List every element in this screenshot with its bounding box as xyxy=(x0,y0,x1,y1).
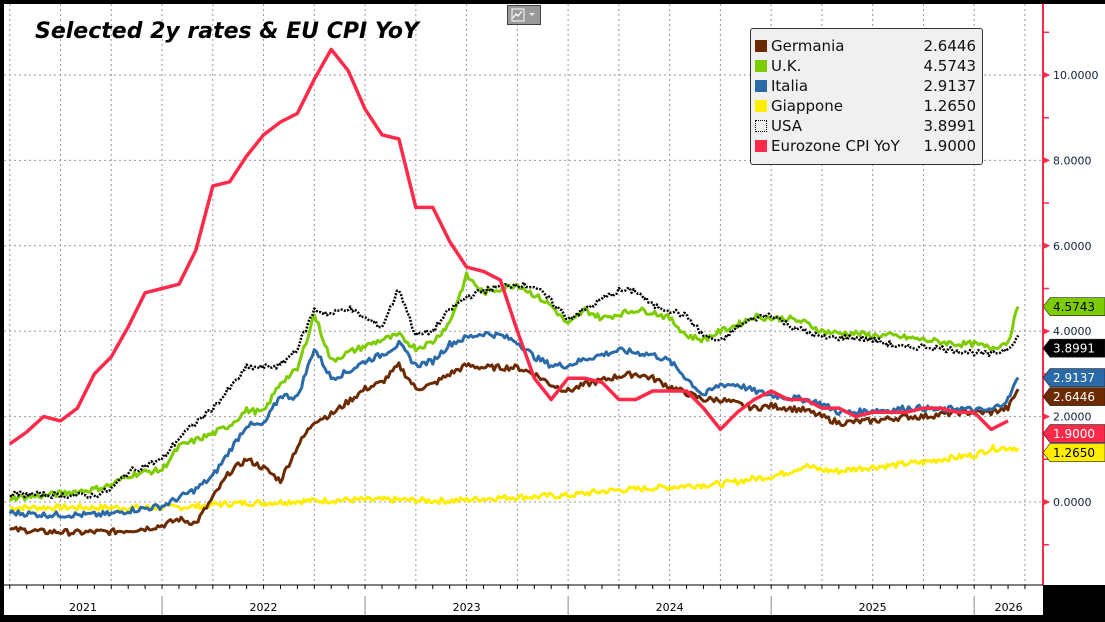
y-tick-label: 2.0000 xyxy=(1053,411,1092,424)
legend-value: 2.6446 xyxy=(923,37,977,55)
y-tick-label: 0.0000 xyxy=(1053,496,1092,509)
series-lines xyxy=(8,47,1020,537)
x-tick-label: 2023 xyxy=(453,601,481,614)
x-axis: 2021 2022 2023 2024 2025 2026 xyxy=(0,584,1105,622)
series-line-giappone xyxy=(9,444,1020,512)
value-tag: 4.5743 xyxy=(1042,297,1105,316)
legend-label: Germania xyxy=(771,37,845,55)
y-tick-label: 10.0000 xyxy=(1053,69,1099,82)
chart-title: Selected 2y rates & EU CPI YoY xyxy=(35,19,421,44)
legend-entry[interactable]: Italia 2.9137 xyxy=(755,76,976,96)
value-tags: 4.5743 3.8991 2.9137 2.6446 1.9000 1.2650 xyxy=(1042,297,1105,462)
x-tick-label: 2021 xyxy=(69,601,97,614)
value-tag: 3.8991 xyxy=(1042,338,1105,358)
y-tick-arrow xyxy=(1044,242,1050,249)
value-tag-shape xyxy=(1042,387,1105,406)
legend-swatch xyxy=(755,120,767,132)
value-tag-shape xyxy=(1042,443,1105,462)
y-tick-label: 8.0000 xyxy=(1053,154,1092,167)
value-tag-shape xyxy=(1042,297,1105,316)
legend: Germania 2.6446 U.K. 4.5743 Italia 2.9137 Giap… xyxy=(750,28,983,165)
legend-label: U.K. xyxy=(771,57,802,75)
series-line-germania xyxy=(9,361,1020,537)
legend-value: 4.5743 xyxy=(923,57,977,75)
value-tag-label: 1.2650 xyxy=(1053,446,1095,460)
line-chart-icon xyxy=(511,8,535,22)
y-tick-label: 6.0000 xyxy=(1053,240,1092,253)
legend-entry[interactable]: U.K. 4.5743 xyxy=(755,56,976,76)
legend-value: 3.8991 xyxy=(923,117,977,135)
x-tick-label: 2025 xyxy=(859,601,887,614)
x-tick-label: 2024 xyxy=(656,601,684,614)
legend-entry[interactable]: Germania 2.6446 xyxy=(755,36,976,56)
value-tag-shape xyxy=(1042,424,1105,443)
y-tick-label: 4.0000 xyxy=(1053,325,1092,338)
legend-label: Giappone xyxy=(771,97,843,115)
value-tag: 2.6446 xyxy=(1042,387,1105,406)
legend-swatch xyxy=(755,40,767,52)
value-tag-label: 3.8991 xyxy=(1053,342,1095,356)
value-tag-shape xyxy=(1042,368,1105,387)
legend-entry[interactable]: Eurozone CPI YoY 1.9000 xyxy=(755,136,976,156)
bottom-border xyxy=(0,615,1105,622)
value-tag-label: 1.9000 xyxy=(1053,427,1095,441)
value-tag-label: 2.6446 xyxy=(1053,390,1095,404)
value-tag-shape xyxy=(1042,338,1105,358)
series-line-usa xyxy=(9,281,1020,500)
y-axis: 0.0000 2.0000 4.0000 6.0000 8.0000 10.0000 xyxy=(1043,31,1099,546)
y-tick-arrow xyxy=(1044,157,1050,164)
value-tag: 1.9000 xyxy=(1042,424,1105,443)
y-tick-arrow xyxy=(1044,72,1050,78)
x-tick-label: 2026 xyxy=(995,601,1023,614)
legend-entry[interactable]: USA 3.8991 xyxy=(755,116,976,136)
legend-swatch xyxy=(755,80,767,92)
series-line-italia xyxy=(8,331,1020,520)
legend-label: USA xyxy=(771,117,803,135)
value-tag: 2.9137 xyxy=(1042,368,1105,387)
value-tag: 1.2650 xyxy=(1042,443,1105,462)
triangle-down-icon xyxy=(529,13,535,16)
value-tag-label: 4.5743 xyxy=(1053,300,1095,314)
x-tick-label: 2022 xyxy=(250,601,278,614)
y-tick-arrow xyxy=(1044,328,1050,335)
legend-value: 1.9000 xyxy=(923,137,977,155)
series-line-u-k- xyxy=(9,271,1020,502)
legend-entry[interactable]: Giappone 1.2650 xyxy=(755,96,976,116)
legend-swatch xyxy=(755,140,767,152)
legend-label: Italia xyxy=(771,77,809,95)
chart-type-button[interactable] xyxy=(507,5,541,25)
right-axis-background xyxy=(1043,4,1105,585)
y-tick-arrow xyxy=(1044,499,1050,505)
legend-value: 1.2650 xyxy=(923,97,977,115)
y-tick-arrow xyxy=(1044,413,1050,420)
legend-swatch xyxy=(755,60,767,72)
value-tag-label: 2.9137 xyxy=(1053,371,1095,385)
legend-label: Eurozone CPI YoY xyxy=(771,137,900,155)
series-line-eurozone-cpi-yoy xyxy=(8,47,1009,446)
legend-value: 2.9137 xyxy=(923,77,977,95)
legend-swatch xyxy=(755,100,767,112)
